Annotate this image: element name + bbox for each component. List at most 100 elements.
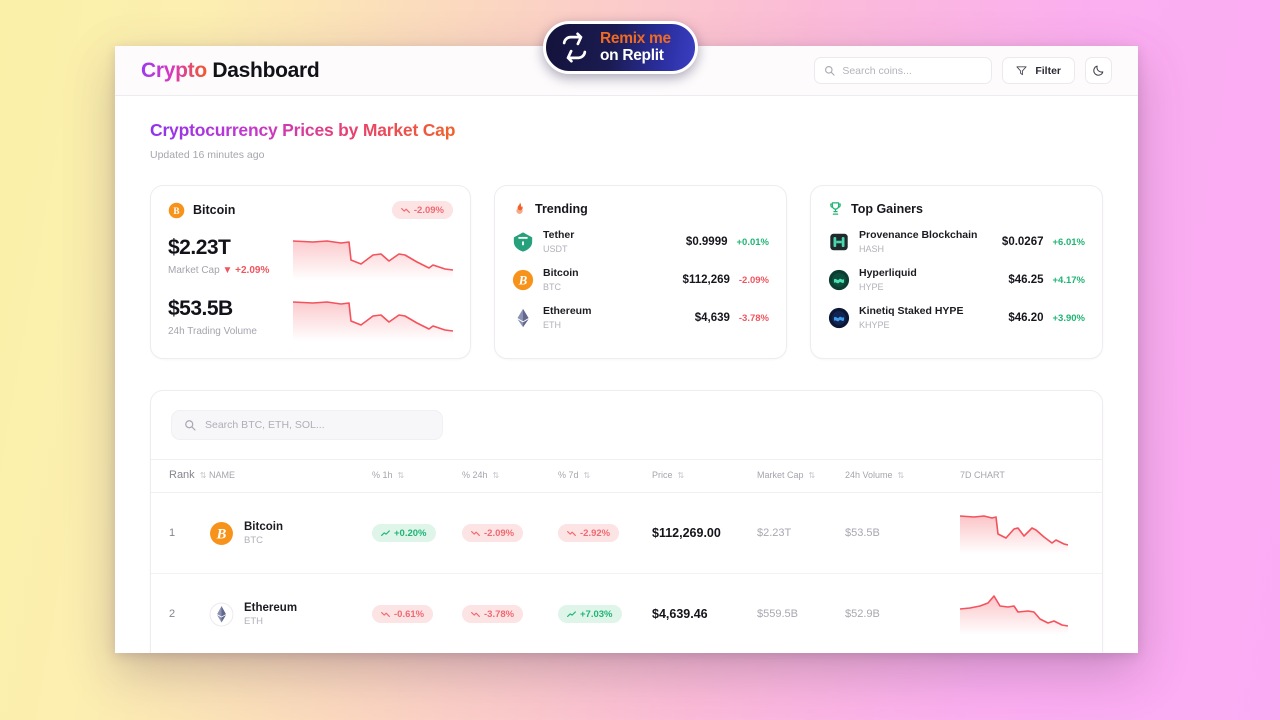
cell-change-24h: -3.78% (462, 573, 558, 653)
bitcoin-icon: B (168, 202, 185, 218)
top-gainers-card: Top Gainers Provenance Blockchain HASH (810, 185, 1103, 359)
page-body: Cryptocurrency Prices by Market Cap Upda… (115, 96, 1138, 653)
stat-card-header: B Bitcoin -2.09% (168, 201, 453, 219)
list-item[interactable]: Kinetiq Staked HYPE KHYPE $46.20 +3.90% (828, 305, 1085, 330)
list-item[interactable]: B Bitcoin BTC $112,269 -2.09% (512, 267, 769, 292)
coin-symbol: BTC (543, 282, 561, 293)
column-header-24h[interactable]: % 24h ⇅ (462, 459, 558, 493)
trend-down-icon (381, 611, 390, 617)
trend-down-icon (471, 611, 480, 617)
coin-name: Bitcoin (543, 267, 579, 280)
app-logo: Crypto Dashboard (141, 58, 320, 83)
list-item[interactable]: Provenance Blockchain HASH $0.0267 +6.01… (828, 229, 1085, 254)
table-search-input[interactable]: Search BTC, ETH, SOL... (171, 410, 443, 440)
search-icon (185, 420, 196, 431)
column-header-volume[interactable]: 24h Volume ⇅ (845, 459, 960, 493)
brand-secondary: Dashboard (212, 58, 320, 82)
trending-title-text: Trending (535, 201, 588, 216)
cell-volume: $53.5B (845, 492, 960, 574)
bitcoin-icon: B (210, 521, 233, 545)
coins-table: Rank ⇅ NAME % 1h ⇅ % 24h ⇅ % 7d ⇅ (151, 459, 1102, 653)
list-item[interactable]: Tether USDT $0.9999 +0.01% (512, 229, 769, 254)
table-header-row: Rank ⇅ NAME % 1h ⇅ % 24h ⇅ % 7d ⇅ (151, 459, 1102, 493)
hash-icon (830, 233, 848, 250)
cell-sparkline (960, 573, 1102, 653)
brand-primary: Crypto (141, 58, 207, 82)
coin-name: Hyperliquid (859, 267, 917, 280)
column-header-1h[interactable]: % 1h ⇅ (372, 459, 462, 493)
bitcoin-stat-card: B Bitcoin -2.09% $2.23T (150, 185, 471, 359)
coin-name: Ethereum (543, 305, 592, 318)
coins-table-panel: Search BTC, ETH, SOL... Rank ⇅ NAME % 1h… (150, 390, 1103, 653)
tether-icon (513, 231, 533, 252)
coin-symbol: KHYPE (859, 320, 890, 331)
bitcoin-icon: B (512, 269, 534, 290)
column-header-name[interactable]: NAME (209, 459, 372, 493)
market-cap-change: +2.09% (235, 265, 270, 276)
table-row[interactable]: 1 B Bitcoin BTC (151, 492, 1102, 574)
coin-price: $0.9999 (685, 235, 728, 248)
cell-market-cap: $559.5B (757, 573, 845, 653)
search-placeholder: Search coins... (842, 64, 912, 77)
column-header-market-cap[interactable]: Market Cap ⇅ (757, 459, 845, 493)
coin-change: -2.09% (738, 274, 769, 286)
table-row[interactable]: 2 Ethere (151, 573, 1102, 653)
svg-text:B: B (216, 526, 227, 542)
column-header-rank[interactable]: Rank ⇅ (151, 459, 209, 493)
list-item[interactable]: Hyperliquid HYPE $46.25 +4.17% (828, 267, 1085, 292)
cell-change-1h: +0.20% (372, 492, 462, 574)
page-subtitle: Updated 16 minutes ago (150, 149, 265, 161)
coin-name: Ethereum (244, 601, 298, 614)
search-input[interactable]: Search coins... (814, 57, 993, 84)
coin-change: +3.90% (1052, 312, 1086, 324)
trophy-icon (830, 202, 841, 215)
flame-icon (516, 202, 523, 214)
coin-price: $46.20 (1008, 311, 1044, 324)
stat-card-change-text: -2.09% (413, 204, 444, 216)
theme-toggle-button[interactable] (1085, 57, 1112, 84)
column-header-7d[interactable]: % 7d ⇅ (558, 459, 652, 493)
column-header-price[interactable]: Price ⇅ (652, 459, 757, 493)
market-cap-marker: ▼ (222, 265, 233, 276)
volume-label: 24h Trading Volume (168, 326, 257, 337)
trending-list: Tether USDT $0.9999 +0.01% B (512, 229, 769, 330)
search-icon (825, 66, 835, 76)
trending-title: Trending (512, 201, 769, 216)
cell-name: Ethereum ETH (209, 573, 372, 653)
coin-change: +0.01% (736, 236, 770, 248)
cell-name: B Bitcoin BTC (209, 492, 372, 574)
market-cap-value: $2.23T (168, 236, 231, 259)
trending-card: Trending Tether USDT (494, 185, 787, 359)
filter-button[interactable]: Filter (1002, 57, 1075, 84)
ethereum-icon (517, 308, 529, 327)
summary-cards: B Bitcoin -2.09% $2.23T (150, 185, 1103, 359)
table-search-placeholder: Search BTC, ETH, SOL... (205, 419, 325, 431)
row-sparkline (960, 595, 1068, 635)
coin-symbol: HYPE (859, 282, 884, 293)
table-body: 1 B Bitcoin BTC (151, 492, 1102, 653)
page-title: Cryptocurrency Prices by Market Cap (150, 120, 456, 140)
sort-icon: ⇅ (677, 470, 685, 480)
list-item[interactable]: Ethereum ETH $4,639 -3.78% (512, 305, 769, 330)
coin-name: Kinetiq Staked HYPE (859, 305, 964, 318)
ethereum-icon (209, 602, 234, 626)
sort-icon: ⇅ (808, 470, 816, 480)
filter-label: Filter (1035, 64, 1061, 77)
coin-name: Tether (543, 229, 575, 241)
coin-name: Bitcoin (244, 520, 283, 533)
volume-row: $53.5B 24h Trading Volume (168, 293, 453, 341)
cell-volume: $52.9B (845, 573, 960, 653)
cell-change-1h: -0.61% (372, 573, 462, 653)
coin-symbol: USDT (543, 244, 568, 255)
column-header-chart: 7D CHART (960, 459, 1102, 493)
header-controls: Search coins... Filter (814, 57, 1112, 84)
badge-line-2: on Replit (600, 46, 664, 64)
top-gainers-list: Provenance Blockchain HASH $0.0267 +6.01… (828, 229, 1085, 330)
sort-icon: ⇅ (492, 470, 500, 480)
coin-price: $46.25 (1008, 273, 1044, 286)
hype-icon (828, 269, 850, 290)
volume-value: $53.5B (168, 297, 233, 320)
trend-up-icon (381, 530, 390, 536)
remix-on-replit-badge[interactable]: Remix me on Replit (543, 21, 698, 74)
volume-sparkline (293, 301, 453, 341)
